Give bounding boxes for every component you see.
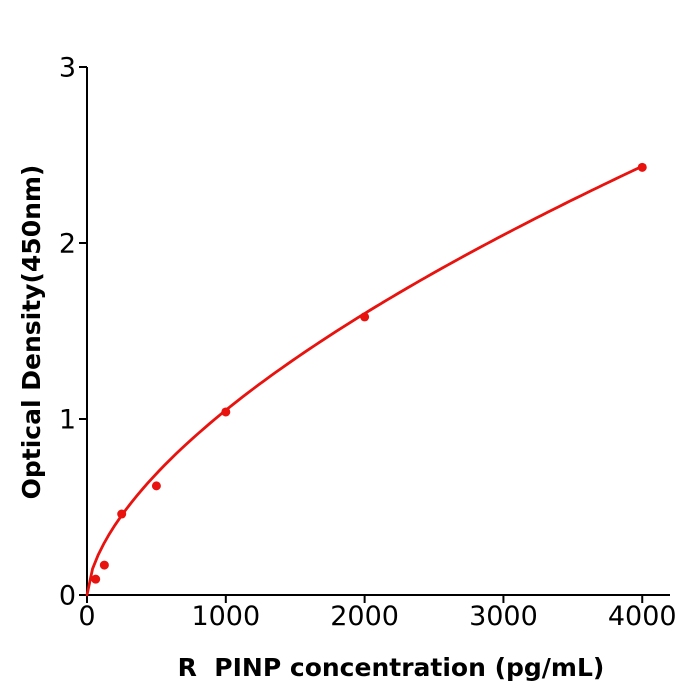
x-tick-label: 4000 [608,601,677,632]
data-point [91,574,101,584]
x-axis-ticks: 0 1000 2000 3000 4000 [78,595,677,632]
y-tick-label: 2 [59,229,76,260]
y-axis-label: Optical Density(450nm) [17,165,46,500]
data-point [151,481,161,491]
x-tick-label: 3000 [469,601,538,632]
data-points [91,162,647,584]
fit-curve [85,164,644,597]
x-tick-label: 1000 [191,601,260,632]
y-axis-ticks: 0 1 2 3 [59,53,87,612]
data-point [360,312,370,322]
x-tick-label: 2000 [330,601,399,632]
y-tick-label: 3 [59,53,76,84]
y-tick-label: 1 [59,405,76,436]
data-point [117,509,127,519]
data-point [637,162,647,172]
y-tick-label: 0 [59,581,76,612]
axis-spines [86,67,670,596]
data-point [221,407,231,417]
x-axis-label: R PINP concentration (pg/mL) [178,653,605,682]
data-point [99,560,109,570]
x-tick-label: 0 [78,601,95,632]
